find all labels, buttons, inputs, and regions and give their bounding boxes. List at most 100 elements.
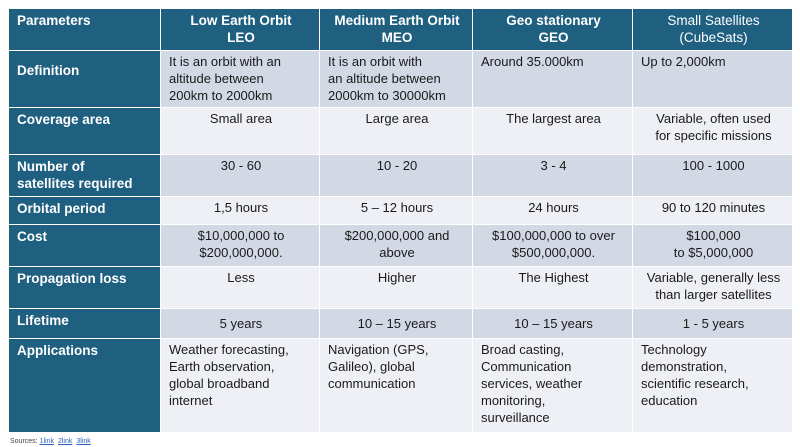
header-geo-line: Geo stationary <box>506 13 601 28</box>
cell-line: $10,000,000 to <box>197 228 285 244</box>
table-row-propagation-loss: Propagation loss Less Higher The Highest… <box>8 265 793 309</box>
cell-line: 10 – 15 years <box>357 315 437 331</box>
cell-meo: Navigation (GPS, Galileo), global commun… <box>319 338 473 433</box>
cell-line: Variable, often used <box>656 111 771 127</box>
cell-geo: Around 35.000km <box>472 49 633 109</box>
cell-small: Up to 2,000km <box>632 49 793 109</box>
row-label: Definition <box>8 49 161 109</box>
orbit-comparison-table: Parameters Low Earth Orbit LEO Medium Ea… <box>8 8 793 433</box>
cell-line: 1 - 5 years <box>682 315 745 331</box>
cell-leo: Small area <box>160 107 320 155</box>
row-label-line: Orbital period <box>17 201 106 217</box>
cell-meo: Large area <box>319 107 473 155</box>
cell-line: Technology <box>641 342 707 358</box>
cell-line: 5 – 12 hours <box>360 200 434 216</box>
cell-geo: 24 hours <box>472 196 633 226</box>
cell-line: surveillance <box>481 410 550 426</box>
row-label: Propagation loss <box>8 265 161 309</box>
cell-line: Weather forecasting, <box>169 342 289 358</box>
cell-line: Small area <box>209 111 273 127</box>
row-label-line: Applications <box>17 343 99 359</box>
header-leo-line: LEO <box>227 30 255 45</box>
cell-line: 3 - 4 <box>540 157 567 173</box>
cell-small: $100,000 to $5,000,000 <box>632 224 793 267</box>
cell-line: Communication <box>481 359 572 375</box>
cell-line: 2000km to 30000km <box>328 88 446 103</box>
cell-small: 100 - 1000 <box>632 153 793 198</box>
cell-line: 24 hours <box>528 200 579 216</box>
table-row-definition: Definition It is an orbit with an altitu… <box>8 49 793 109</box>
cell-line: Variable, generally less <box>646 269 781 285</box>
cell-line: $100,000 <box>686 228 741 244</box>
cell-leo: Weather forecasting, Earth observation, … <box>160 338 320 433</box>
cell-small: 90 to 120 minutes <box>632 196 793 226</box>
row-label: Applications <box>8 338 161 433</box>
cell-geo: The Highest <box>472 265 633 309</box>
cell-leo: It is an orbit with an altitude between … <box>160 49 320 109</box>
row-label-line: Cost <box>17 229 47 245</box>
cell-line: 100 - 1000 <box>682 157 745 173</box>
cell-line: Earth observation, <box>169 359 275 375</box>
cell-line: 90 to 120 minutes <box>661 200 766 216</box>
cell-meo: $200,000,000 and above <box>319 224 473 267</box>
cell-line: 30 - 60 <box>220 157 262 173</box>
source-link-1[interactable]: 1link <box>39 438 54 445</box>
row-label: Coverage area <box>8 107 161 155</box>
cell-line: Less <box>227 269 255 285</box>
cell-leo: 1,5 hours <box>160 196 320 226</box>
table-row-lifetime: Lifetime 5 years 10 – 15 years 10 – 15 y… <box>8 307 793 340</box>
cell-geo: The largest area <box>472 107 633 155</box>
cell-meo: It is an orbit with an altitude between … <box>319 49 473 109</box>
cell-line: above <box>379 245 415 261</box>
header-geo-line: GEO <box>538 30 569 45</box>
header-parameters: Parameters <box>8 8 161 51</box>
cell-line: for specific missions <box>655 128 772 144</box>
cell-small: Variable, often used for specific missio… <box>632 107 793 155</box>
table-row-satellites-required: Number of satellites required 30 - 60 10… <box>8 153 793 198</box>
cell-line: $200,000,000 and <box>344 228 450 244</box>
header-small-line: Small Satellites <box>667 13 760 28</box>
cell-line: demonstration, <box>641 359 727 375</box>
table-row-applications: Applications Weather forecasting, Earth … <box>8 338 793 433</box>
cell-geo: 10 – 15 years <box>472 307 633 340</box>
row-label-line: satellites required <box>17 175 133 191</box>
cell-line: $500,000,000. <box>511 245 596 261</box>
row-label: Cost <box>8 224 161 267</box>
cell-line: It is an orbit with <box>328 54 422 69</box>
cell-line: monitoring, <box>481 393 546 409</box>
cell-line: to $5,000,000 <box>673 245 754 261</box>
cell-line: 1,5 hours <box>213 200 269 216</box>
table-row-cost: Cost $10,000,000 to $200,000,000. $200,0… <box>8 224 793 267</box>
cell-line: Large area <box>365 111 429 127</box>
cell-leo: Less <box>160 265 320 309</box>
header-meo: Medium Earth Orbit MEO <box>319 8 473 51</box>
table-row-orbital-period: Orbital period 1,5 hours 5 – 12 hours 24… <box>8 196 793 226</box>
source-link-2[interactable]: 2link <box>57 438 73 445</box>
cell-line: an altitude between <box>328 71 441 86</box>
cell-line: Up to 2,000km <box>641 54 726 69</box>
cell-small: Technology demonstration, scientific res… <box>632 338 793 433</box>
cell-meo: 10 – 15 years <box>319 307 473 340</box>
row-label-line: Propagation loss <box>17 270 127 286</box>
cell-leo: $10,000,000 to $200,000,000. <box>160 224 320 267</box>
cell-line: The largest area <box>506 111 601 127</box>
sources-footnote: Sources: 1link 2link 3link <box>10 437 95 446</box>
cell-line: education <box>641 393 698 409</box>
cell-line: internet <box>169 393 213 409</box>
cell-line: 200km to 2000km <box>169 88 273 103</box>
table-header-row: Parameters Low Earth Orbit LEO Medium Ea… <box>8 8 793 51</box>
header-small-line: (CubeSats) <box>679 30 748 45</box>
cell-geo: Broad casting, Communication services, w… <box>472 338 633 433</box>
cell-line: 10 – 15 years <box>514 315 593 331</box>
cell-line: altitude between <box>169 71 264 86</box>
cell-meo: 10 - 20 <box>319 153 473 198</box>
row-label-line: Number of <box>17 158 85 174</box>
cell-geo: $100,000,000 to over $500,000,000. <box>472 224 633 267</box>
source-link-3[interactable]: 3link <box>76 438 91 445</box>
header-small-satellites: Small Satellites (CubeSats) <box>632 8 793 51</box>
header-leo-line: Low Earth Orbit <box>190 13 292 28</box>
row-label: Number of satellites required <box>8 153 161 198</box>
cell-line: Navigation (GPS, <box>328 342 429 358</box>
cell-meo: Higher <box>319 265 473 309</box>
header-meo-line: MEO <box>381 30 413 45</box>
